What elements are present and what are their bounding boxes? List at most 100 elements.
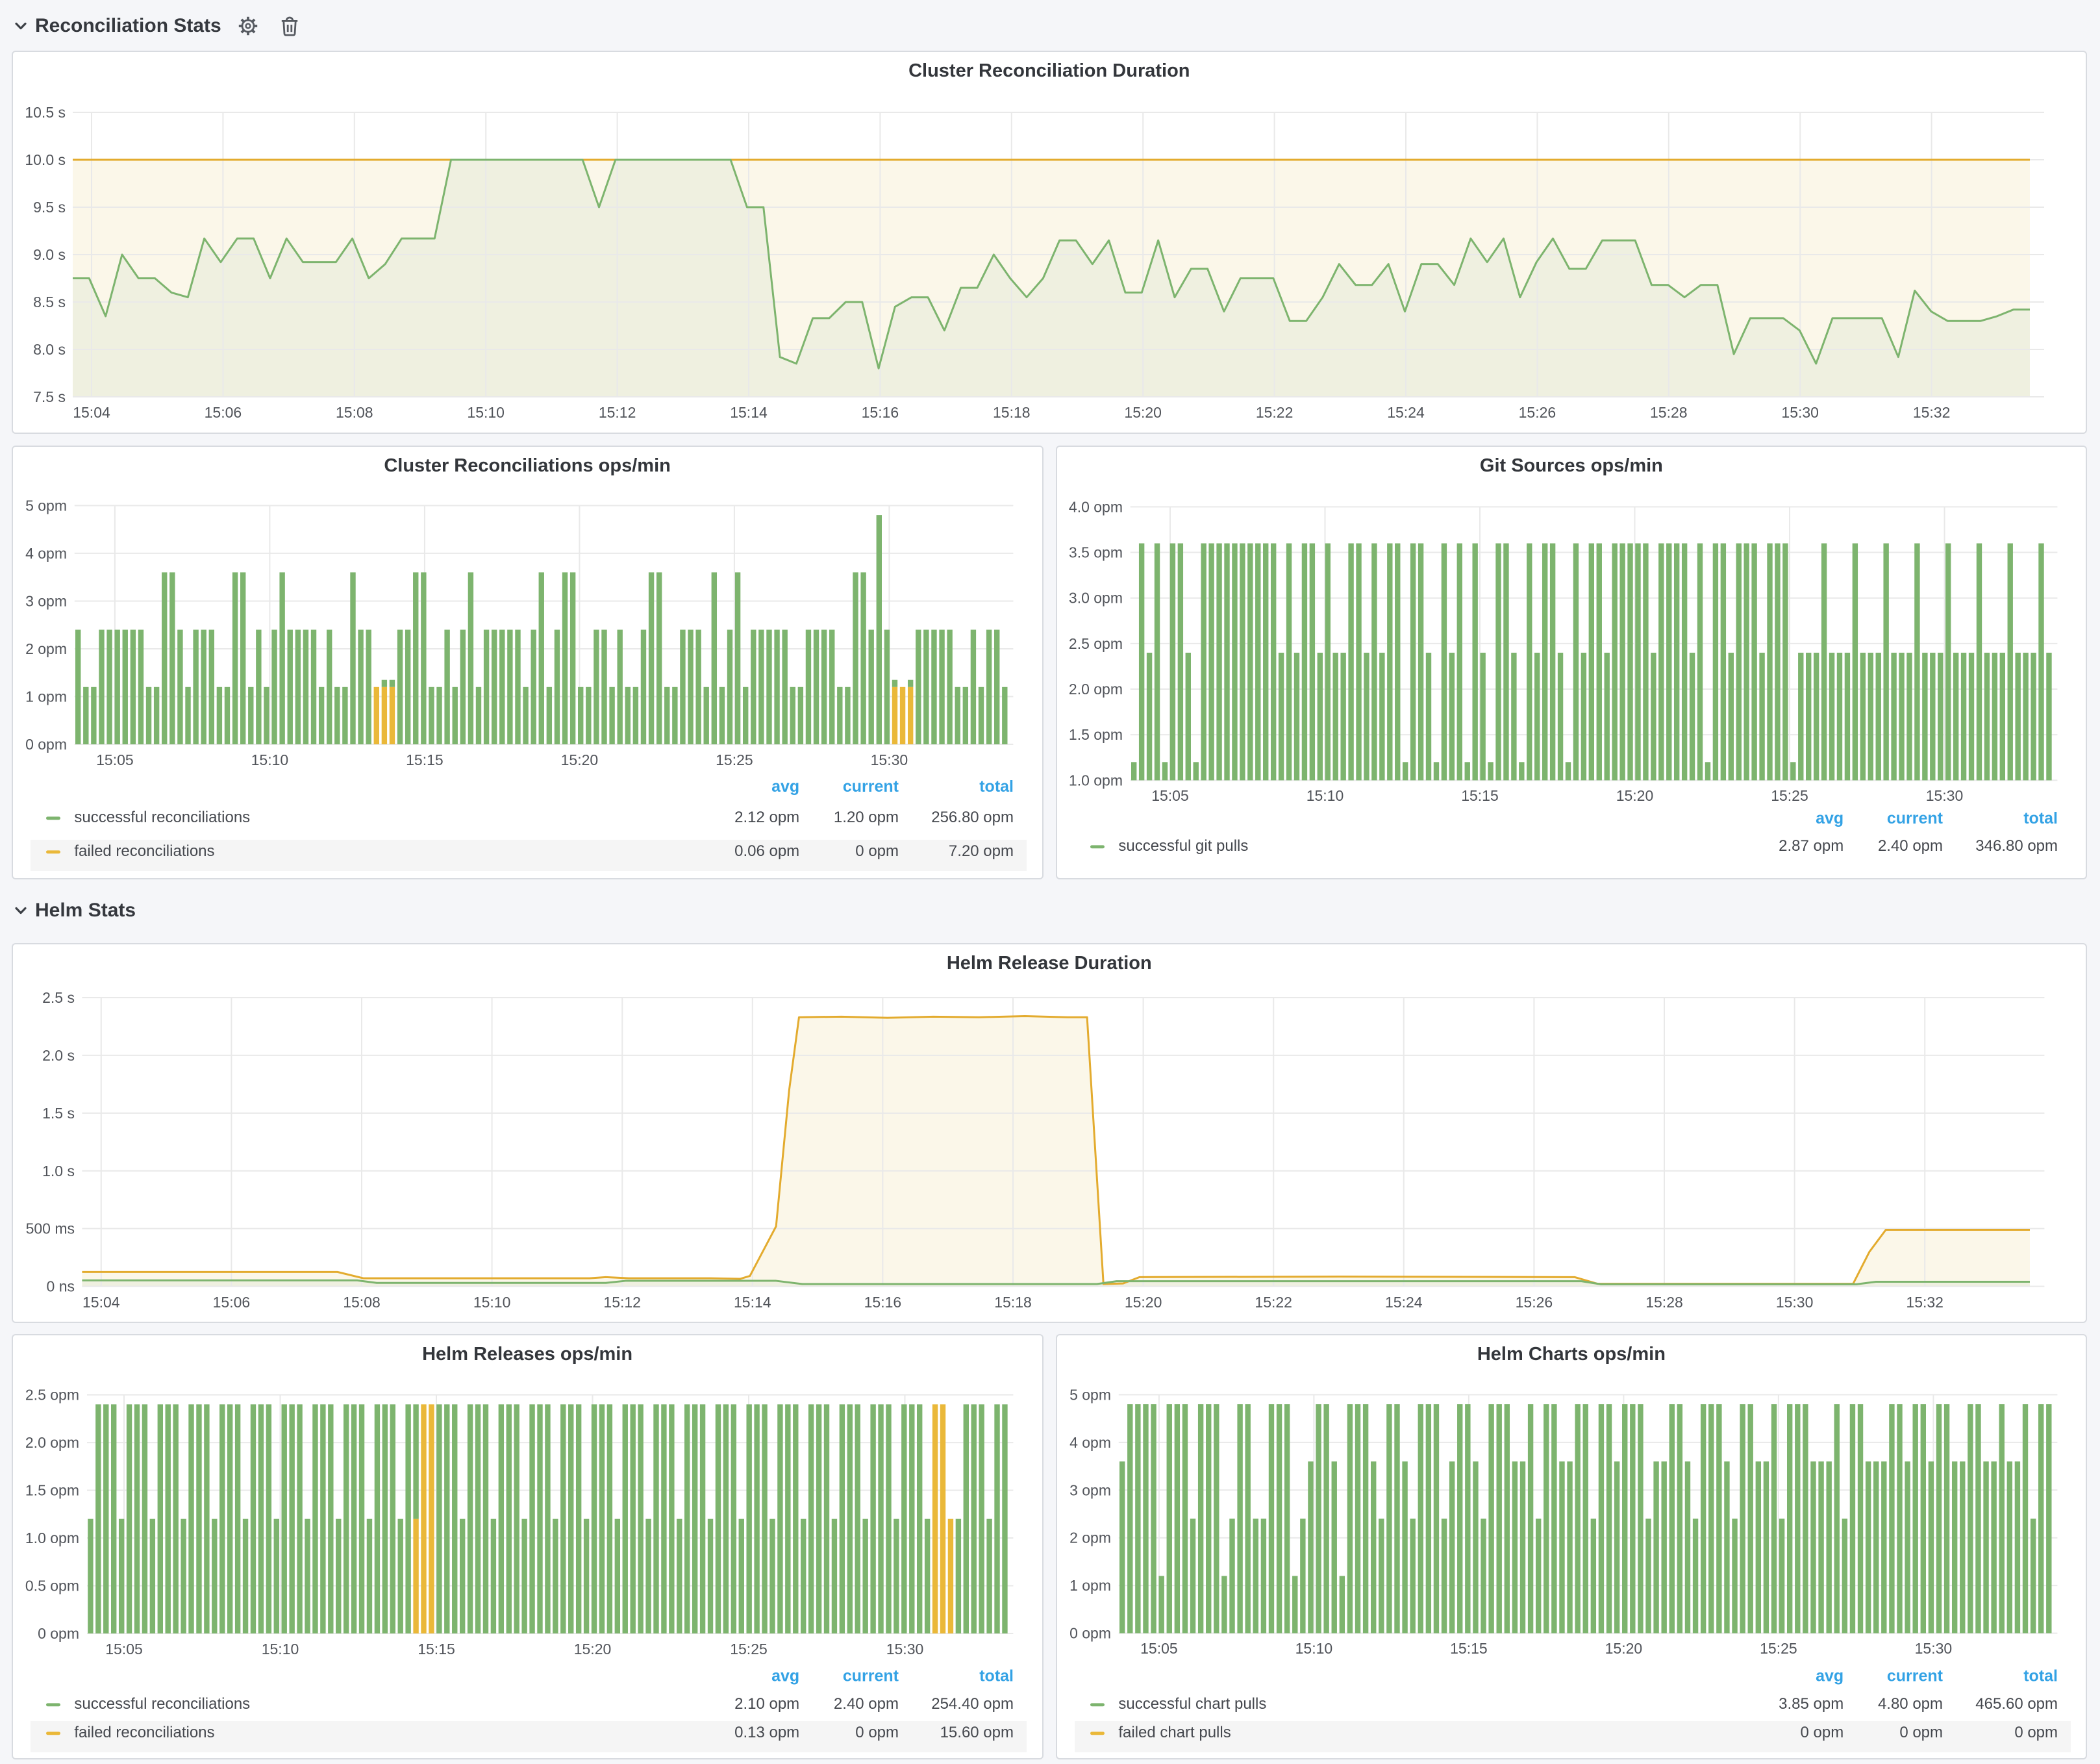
svg-text:0 opm: 0 opm (855, 1724, 899, 1741)
svg-text:254.40 opm: 254.40 opm (931, 1695, 1014, 1713)
svg-text:15:26: 15:26 (1515, 1294, 1553, 1311)
svg-text:3 opm: 3 opm (1069, 1481, 1111, 1498)
svg-text:4.0 opm: 4.0 opm (1069, 498, 1123, 515)
svg-text:avg: avg (1816, 809, 1844, 827)
svg-text:465.60 opm: 465.60 opm (1975, 1695, 2058, 1713)
svg-text:15:20: 15:20 (560, 751, 598, 768)
svg-text:2.0 opm: 2.0 opm (1069, 681, 1123, 698)
svg-text:15:26: 15:26 (1518, 404, 1556, 421)
svg-text:15:22: 15:22 (1255, 1294, 1292, 1311)
svg-text:15:04: 15:04 (82, 1294, 120, 1311)
svg-text:4.80 opm: 4.80 opm (1878, 1695, 1943, 1713)
svg-text:15:10: 15:10 (251, 751, 288, 768)
svg-text:1.0 s: 1.0 s (42, 1163, 75, 1179)
svg-text:2.0 s: 2.0 s (42, 1047, 75, 1064)
svg-text:successful git pulls: successful git pulls (1118, 837, 1248, 855)
svg-text:15:16: 15:16 (861, 404, 899, 421)
svg-text:15:28: 15:28 (1650, 404, 1688, 421)
svg-text:3.0 opm: 3.0 opm (1069, 590, 1123, 607)
svg-text:15:15: 15:15 (418, 1641, 455, 1657)
svg-text:0.13 opm: 0.13 opm (734, 1724, 799, 1741)
svg-text:15:08: 15:08 (336, 404, 373, 421)
svg-text:0.06 opm: 0.06 opm (734, 842, 799, 860)
svg-text:15:20: 15:20 (573, 1641, 611, 1657)
svg-text:15:14: 15:14 (734, 1294, 771, 1311)
svg-text:0 opm: 0 opm (25, 736, 67, 753)
svg-text:15:25: 15:25 (1760, 1640, 1797, 1657)
svg-text:1.20 opm: 1.20 opm (834, 809, 899, 826)
svg-text:15:15: 15:15 (406, 751, 444, 768)
svg-text:successful reconciliations: successful reconciliations (74, 809, 250, 826)
svg-text:total: total (979, 777, 1014, 796)
svg-text:15:30: 15:30 (886, 1641, 923, 1657)
svg-text:1.5 opm: 1.5 opm (25, 1482, 79, 1499)
svg-text:15:24: 15:24 (1385, 1294, 1423, 1311)
svg-text:7.20 opm: 7.20 opm (949, 842, 1014, 860)
svg-text:15:32: 15:32 (1906, 1294, 1944, 1311)
svg-text:15:25: 15:25 (730, 1641, 768, 1657)
svg-text:3.85 opm: 3.85 opm (1779, 1695, 1844, 1713)
svg-text:15:20: 15:20 (1124, 1294, 1162, 1311)
svg-text:5 opm: 5 opm (1069, 1387, 1111, 1404)
svg-text:15:14: 15:14 (730, 404, 768, 421)
svg-text:15.60 opm: 15.60 opm (940, 1724, 1013, 1741)
svg-text:1.0 opm: 1.0 opm (1069, 772, 1123, 788)
svg-text:avg: avg (771, 1667, 799, 1685)
svg-text:15:25: 15:25 (1771, 787, 1808, 804)
svg-text:0.5 opm: 0.5 opm (25, 1578, 79, 1594)
svg-text:15:15: 15:15 (1450, 1640, 1488, 1657)
svg-text:0 opm: 0 opm (38, 1625, 79, 1642)
svg-text:2.5 opm: 2.5 opm (1069, 635, 1123, 652)
svg-text:2 opm: 2 opm (25, 640, 67, 657)
svg-text:15:06: 15:06 (212, 1294, 250, 1311)
svg-text:9.0 s: 9.0 s (33, 246, 66, 263)
svg-text:0 opm: 0 opm (855, 842, 899, 860)
svg-text:15:12: 15:12 (598, 404, 636, 421)
svg-text:15:18: 15:18 (994, 1294, 1032, 1311)
svg-text:15:05: 15:05 (1140, 1640, 1178, 1657)
svg-text:current: current (1887, 809, 1944, 827)
svg-text:total: total (979, 1667, 1014, 1685)
svg-text:1.5 opm: 1.5 opm (1069, 726, 1123, 743)
svg-text:15:06: 15:06 (204, 404, 242, 421)
svg-text:15:08: 15:08 (343, 1294, 381, 1311)
svg-text:0 opm: 0 opm (1899, 1724, 1943, 1741)
svg-text:total: total (2023, 1667, 2058, 1685)
svg-text:15:16: 15:16 (864, 1294, 901, 1311)
svg-text:15:05: 15:05 (105, 1641, 143, 1657)
svg-text:15:20: 15:20 (1124, 404, 1162, 421)
svg-text:1.5 s: 1.5 s (42, 1105, 75, 1122)
svg-text:500 ms: 500 ms (25, 1220, 74, 1237)
svg-text:total: total (2023, 809, 2058, 827)
svg-text:10.5 s: 10.5 s (25, 104, 66, 121)
svg-text:15:05: 15:05 (1151, 787, 1189, 804)
svg-text:15:05: 15:05 (96, 751, 134, 768)
svg-text:2.0 opm: 2.0 opm (25, 1434, 79, 1451)
svg-text:15:22: 15:22 (1255, 404, 1293, 421)
svg-text:3.5 opm: 3.5 opm (1069, 544, 1123, 561)
svg-text:successful reconciliations: successful reconciliations (74, 1695, 250, 1713)
svg-text:15:12: 15:12 (603, 1294, 641, 1311)
svg-text:10.0 s: 10.0 s (25, 151, 66, 168)
svg-text:15:20: 15:20 (1616, 787, 1654, 804)
svg-text:0 opm: 0 opm (1069, 1625, 1111, 1642)
svg-text:15:30: 15:30 (1775, 1294, 1813, 1311)
svg-text:2.10 opm: 2.10 opm (734, 1695, 799, 1713)
svg-text:15:30: 15:30 (1781, 404, 1819, 421)
svg-text:4 opm: 4 opm (1069, 1434, 1111, 1451)
svg-text:2.40 opm: 2.40 opm (834, 1695, 899, 1713)
svg-text:0 opm: 0 opm (2014, 1724, 2058, 1741)
svg-text:2.87 opm: 2.87 opm (1779, 837, 1844, 855)
svg-text:15:30: 15:30 (870, 751, 908, 768)
svg-text:15:20: 15:20 (1605, 1640, 1642, 1657)
svg-text:15:10: 15:10 (473, 1294, 510, 1311)
svg-text:15:30: 15:30 (1914, 1640, 1952, 1657)
svg-text:8.0 s: 8.0 s (33, 341, 66, 358)
svg-text:1 opm: 1 opm (25, 688, 67, 705)
svg-text:current: current (1887, 1667, 1944, 1685)
svg-text:8.5 s: 8.5 s (33, 294, 66, 310)
svg-text:346.80 opm: 346.80 opm (1975, 837, 2058, 855)
svg-text:current: current (842, 1667, 899, 1685)
svg-text:failed reconciliations: failed reconciliations (74, 1724, 214, 1741)
svg-text:0 opm: 0 opm (1800, 1724, 1844, 1741)
